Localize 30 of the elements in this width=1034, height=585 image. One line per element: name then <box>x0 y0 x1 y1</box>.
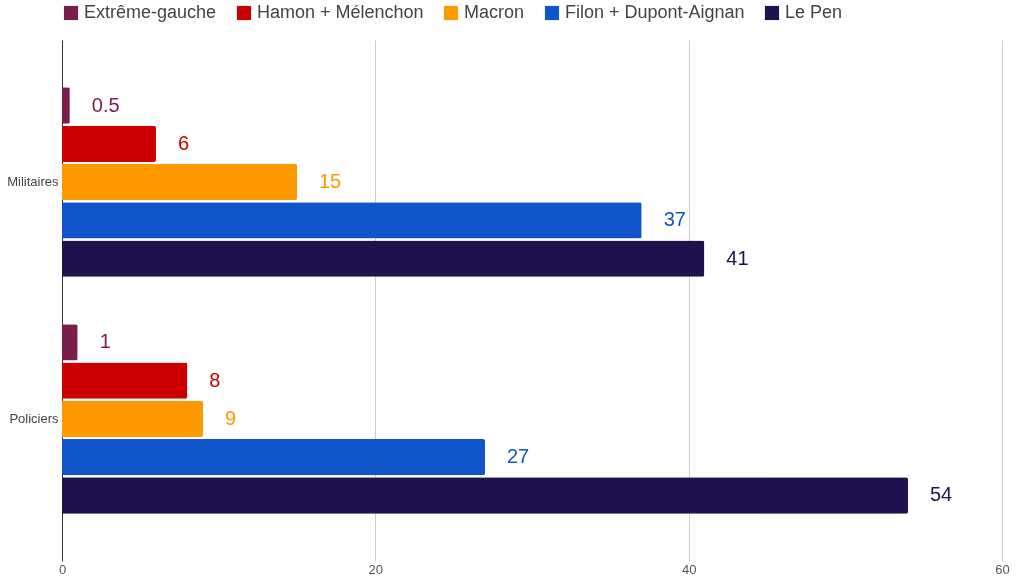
bar <box>62 439 485 476</box>
data-label: 6 <box>178 131 190 154</box>
y-tick-label: Militaires <box>7 174 59 190</box>
x-tick-label: 20 <box>368 561 384 577</box>
data-label: 0.5 <box>91 93 120 116</box>
bar <box>62 324 78 361</box>
bar <box>62 202 642 239</box>
x-tick-label: 40 <box>681 561 697 577</box>
bar <box>62 477 908 514</box>
bar <box>62 362 188 399</box>
data-label: 8 <box>209 368 221 391</box>
bar <box>62 163 297 201</box>
data-label: 9 <box>225 406 237 429</box>
legend-label: Hamon + Mélenchon <box>257 2 424 22</box>
data-label: 1 <box>99 330 111 353</box>
data-label: 41 <box>726 246 749 269</box>
bar <box>62 240 705 277</box>
bar <box>62 400 203 438</box>
legend-label: Extrême-gauche <box>84 2 217 22</box>
data-label: 37 <box>663 208 686 231</box>
data-label: 15 <box>319 170 342 193</box>
data-label: 54 <box>930 483 953 506</box>
x-tick-label: 0 <box>58 561 67 577</box>
x-tick-label: 60 <box>995 561 1010 577</box>
bar <box>62 125 156 162</box>
legend-label: Le Pen <box>785 2 843 22</box>
legend-label: Filon + Dupont-Aignan <box>565 2 745 22</box>
y-tick-label: Policiers <box>9 410 59 426</box>
legend-label: Macron <box>464 2 525 22</box>
data-label: 27 <box>507 445 530 468</box>
